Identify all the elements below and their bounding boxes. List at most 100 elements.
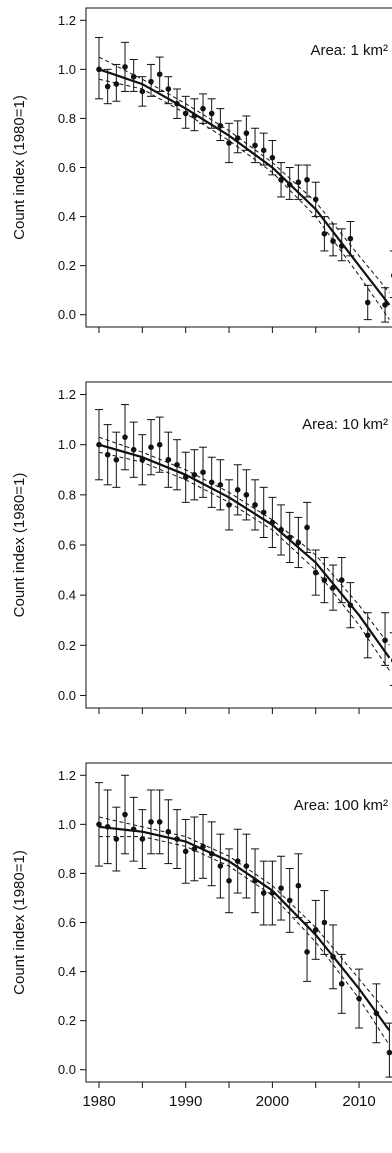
data-point xyxy=(347,235,354,242)
x-tick-label: 1990 xyxy=(169,1093,202,1110)
data-point xyxy=(174,461,180,468)
data-point xyxy=(217,122,224,129)
data-point xyxy=(130,826,137,833)
data-point xyxy=(252,142,258,149)
data-point xyxy=(356,995,362,1002)
data-point xyxy=(208,479,215,486)
x-tick-label: 1980 xyxy=(82,1093,115,1110)
data-point xyxy=(139,836,146,842)
y-tick-label: 0.8 xyxy=(58,866,76,881)
ci-upper-line xyxy=(98,436,390,646)
y-axis-label: Count index (1980=1) xyxy=(11,95,28,240)
y-tick-label: 0.0 xyxy=(58,1062,76,1077)
y-tick-label: 0.2 xyxy=(58,638,76,653)
data-point xyxy=(148,444,154,451)
data-point xyxy=(148,78,154,85)
data-point xyxy=(373,1010,380,1017)
ci-lower-line xyxy=(99,836,390,1046)
data-point xyxy=(200,843,206,850)
data-point xyxy=(200,105,206,112)
x-tick-label: 2000 xyxy=(256,1093,289,1110)
ci-lower-line xyxy=(98,451,390,671)
y-tick-label: 0.6 xyxy=(58,538,76,553)
data-point xyxy=(165,86,172,92)
data-point xyxy=(278,176,284,183)
data-point xyxy=(304,176,310,183)
data-point xyxy=(304,949,310,955)
data-point xyxy=(269,519,276,526)
y-tick-label: 0.8 xyxy=(58,111,76,126)
data-point xyxy=(295,539,302,546)
data-point xyxy=(312,196,319,203)
data-point xyxy=(113,81,120,87)
y-tick-label: 1.2 xyxy=(58,387,76,402)
data-point xyxy=(130,73,137,80)
data-point xyxy=(182,110,189,117)
data-point xyxy=(321,577,328,583)
data-point xyxy=(165,456,172,463)
data-point xyxy=(182,848,189,855)
data-point xyxy=(226,140,232,146)
y-tick-label: 0.0 xyxy=(58,307,76,322)
data-point xyxy=(156,819,163,825)
y-tick-label: 0.6 xyxy=(58,915,76,930)
data-point xyxy=(104,451,111,458)
data-point xyxy=(330,238,336,244)
data-point xyxy=(104,824,111,830)
data-point xyxy=(364,299,371,306)
data-point xyxy=(217,863,224,869)
data-point xyxy=(295,882,302,889)
area-annotation: Area: 1 km² xyxy=(310,42,388,59)
data-point xyxy=(156,71,163,78)
data-point xyxy=(191,471,198,478)
data-point xyxy=(252,502,258,508)
data-point xyxy=(191,113,198,119)
data-point xyxy=(104,83,111,90)
y-tick-label: 1.2 xyxy=(58,768,76,783)
y-tick-label: 0.2 xyxy=(58,258,76,273)
data-point xyxy=(338,243,345,249)
fit-line xyxy=(98,825,391,1032)
data-point xyxy=(382,637,388,644)
data-point xyxy=(260,509,267,516)
data-point xyxy=(330,954,336,960)
data-point xyxy=(321,919,328,926)
data-point xyxy=(243,130,250,136)
data-point xyxy=(130,446,137,453)
y-tick-label: 0.8 xyxy=(58,487,76,502)
y-axis-label: Count index (1980=1) xyxy=(11,850,28,995)
panel-2: 0.0 0.2 0.4 0.6 0.8 1.0 1.2 Count index (1980=1… xyxy=(11,381,392,714)
data-point xyxy=(286,534,293,541)
data-point xyxy=(243,492,250,498)
ci-upper-line xyxy=(98,816,390,1017)
data-point xyxy=(226,877,232,884)
y-axis-label: Count index (1980=1) xyxy=(11,473,28,618)
data-point xyxy=(113,456,120,463)
data-point xyxy=(312,569,319,576)
data-point xyxy=(364,632,371,639)
data-point xyxy=(269,154,276,161)
y-tick-label: 0.4 xyxy=(58,209,76,224)
data-point xyxy=(347,602,354,608)
data-point xyxy=(174,836,180,842)
area-annotation: Area: 100 km² xyxy=(294,797,388,814)
data-point xyxy=(234,858,241,864)
data-point xyxy=(278,885,284,891)
data-point xyxy=(156,441,163,448)
data-point xyxy=(252,877,258,884)
data-point xyxy=(122,811,128,818)
data-point xyxy=(191,846,198,852)
data-point xyxy=(148,819,154,825)
data-point xyxy=(174,100,180,107)
y-tick-label: 1.0 xyxy=(58,62,76,77)
data-point xyxy=(96,821,102,828)
y-tick-label: 1.0 xyxy=(58,437,76,452)
panel-3: 0.0 0.2 0.4 0.6 0.8 1.0 1.2 1980 1990 2000 2010 Cou… xyxy=(11,762,392,1110)
data-point xyxy=(269,890,276,896)
data-point xyxy=(330,584,336,591)
data-point xyxy=(96,66,102,73)
data-point xyxy=(386,1049,392,1056)
area-annotation: Area: 10 km² xyxy=(302,416,388,433)
data-point xyxy=(338,577,345,583)
